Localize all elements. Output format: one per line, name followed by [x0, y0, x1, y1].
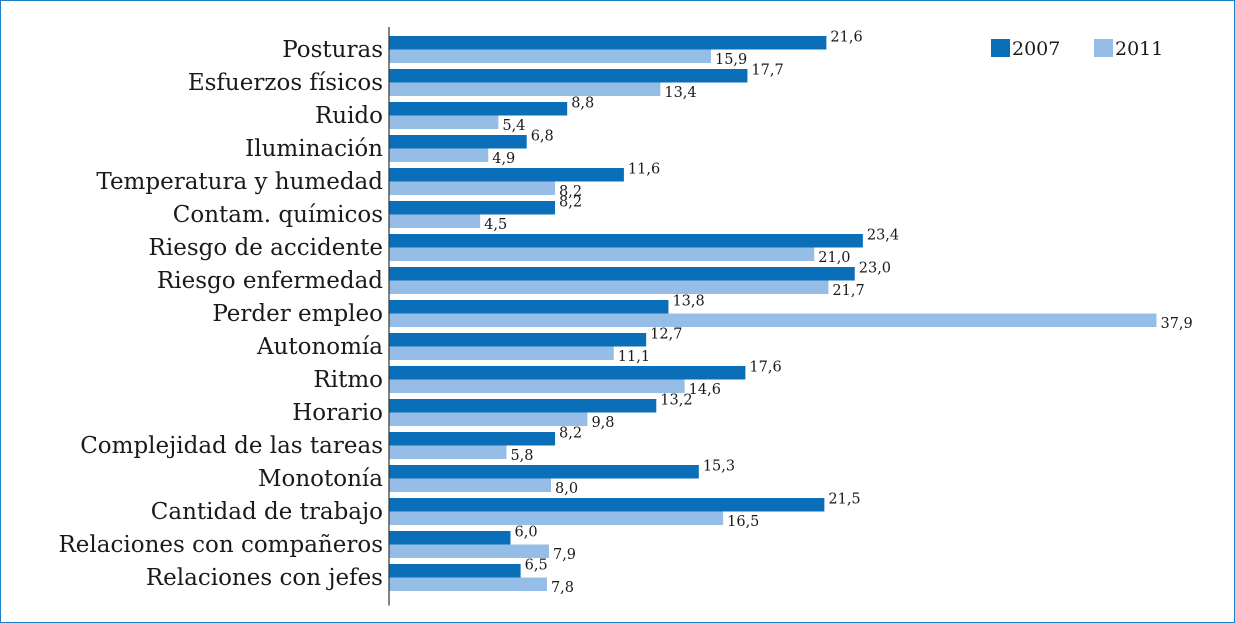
legend-swatch-2011 — [1094, 39, 1113, 57]
legend-swatch-2007 — [991, 39, 1010, 57]
value-label-2011-temperatura-y-humedad: 8,2 — [559, 184, 582, 200]
value-label-2007-monotonia: 15,3 — [703, 459, 735, 475]
bar-2007-relaciones-con-companeros — [389, 531, 511, 545]
value-label-2007-perder-empleo: 13,8 — [672, 294, 704, 310]
value-label-2007-ruido: 8,8 — [571, 96, 594, 112]
value-label-2007-autonomia: 12,7 — [650, 327, 682, 343]
value-label-2011-horario: 9,8 — [591, 415, 614, 431]
bar-2011-ruido — [389, 115, 499, 129]
value-label-2007-contam-quimicos: 8,2 — [559, 195, 582, 211]
legend-label-2007: 2007 — [1012, 38, 1060, 60]
bar-2007-temperatura-y-humedad — [389, 168, 624, 182]
category-label-riesgo-de-accidente: Riesgo de accidente — [149, 235, 383, 261]
value-label-2011-riesgo-de-accidente: 21,0 — [818, 250, 850, 266]
value-label-2007-ritmo: 17,6 — [749, 360, 781, 376]
bar-2007-complejidad-de-las-tareas — [389, 432, 556, 446]
bar-2011-horario — [389, 412, 588, 426]
bar-2007-esfuerzos-fisicos — [389, 69, 748, 83]
value-label-2011-autonomia: 11,1 — [618, 349, 650, 365]
legend-label-2011: 2011 — [1115, 38, 1163, 60]
value-label-2007-riesgo-enfermedad: 23,0 — [859, 261, 891, 277]
bar-2011-autonomia — [389, 346, 614, 360]
bar-2011-relaciones-con-jefes — [389, 577, 547, 591]
category-label-complejidad-de-las-tareas: Complejidad de las tareas — [80, 433, 383, 459]
bar-2011-riesgo-de-accidente — [389, 247, 815, 261]
bar-2007-relaciones-con-jefes — [389, 564, 521, 578]
category-label-perder-empleo: Perder empleo — [212, 301, 383, 327]
value-label-2007-cantidad-de-trabajo: 21,5 — [828, 492, 860, 508]
category-label-posturas: Posturas — [282, 37, 383, 63]
value-label-2011-relaciones-con-jefes: 7,8 — [551, 580, 574, 596]
value-label-2011-monotonia: 8,0 — [555, 481, 578, 497]
value-label-2011-posturas: 15,9 — [715, 52, 747, 68]
bar-2007-horario — [389, 399, 657, 413]
bar-2007-perder-empleo — [389, 300, 669, 314]
bar-2011-posturas — [389, 49, 711, 63]
bar-2011-riesgo-enfermedad — [389, 280, 829, 294]
value-label-2007-relaciones-con-jefes: 6,5 — [525, 558, 548, 574]
bar-2007-riesgo-de-accidente — [389, 234, 863, 248]
bar-2011-monotonia — [389, 478, 551, 492]
bar-2011-esfuerzos-fisicos — [389, 82, 661, 96]
category-label-esfuerzos-fisicos: Esfuerzos físicos — [188, 70, 383, 96]
bar-2007-contam-quimicos — [389, 201, 556, 215]
value-label-2011-contam-quimicos: 4,5 — [484, 217, 507, 233]
value-label-2007-esfuerzos-fisicos: 17,7 — [751, 63, 783, 79]
value-label-2011-iluminacion: 4,9 — [492, 151, 515, 167]
category-label-iluminacion: Iluminación — [245, 136, 383, 162]
value-label-2011-relaciones-con-companeros: 7,9 — [553, 547, 576, 563]
bar-2007-ritmo — [389, 366, 746, 380]
bar-2007-cantidad-de-trabajo — [389, 498, 825, 512]
category-label-relaciones-con-companeros: Relaciones con compañeros — [58, 532, 383, 558]
value-label-2007-posturas: 21,6 — [830, 30, 862, 46]
category-label-ruido: Ruido — [315, 103, 383, 129]
bar-2011-contam-quimicos — [389, 214, 481, 228]
value-label-2011-perder-empleo: 37,9 — [1160, 316, 1192, 332]
value-label-2011-ruido: 5,4 — [502, 118, 525, 134]
bar-2011-iluminacion — [389, 148, 489, 162]
category-label-relaciones-con-jefes: Relaciones con jefes — [146, 565, 383, 591]
category-label-contam-quimicos: Contam. químicos — [173, 202, 383, 228]
category-label-monotonia: Monotonía — [258, 466, 383, 492]
value-label-2011-cantidad-de-trabajo: 16,5 — [727, 514, 759, 530]
category-label-autonomia: Autonomía — [256, 334, 383, 360]
category-label-ritmo: Ritmo — [313, 367, 383, 393]
bar-2011-ritmo — [389, 379, 685, 393]
category-label-cantidad-de-trabajo: Cantidad de trabajo — [151, 499, 383, 525]
value-label-2011-riesgo-enfermedad: 21,7 — [832, 283, 864, 299]
bar-2011-perder-empleo — [389, 313, 1157, 327]
value-label-2007-relaciones-con-companeros: 6,0 — [515, 525, 538, 541]
value-label-2007-temperatura-y-humedad: 11,6 — [628, 162, 660, 178]
category-label-temperatura-y-humedad: Temperatura y humedad — [96, 169, 383, 195]
bar-2011-temperatura-y-humedad — [389, 181, 556, 195]
category-label-horario: Horario — [292, 400, 383, 426]
bar-2007-riesgo-enfermedad — [389, 267, 855, 281]
value-label-2011-complejidad-de-las-tareas: 5,8 — [510, 448, 533, 464]
bar-2011-relaciones-con-companeros — [389, 544, 549, 558]
category-label-riesgo-enfermedad: Riesgo enfermedad — [157, 268, 383, 294]
bar-2011-cantidad-de-trabajo — [389, 511, 724, 525]
bar-2007-iluminacion — [389, 135, 527, 149]
bar-2011-complejidad-de-las-tareas — [389, 445, 507, 459]
value-label-2007-riesgo-de-accidente: 23,4 — [867, 228, 899, 244]
value-label-2011-esfuerzos-fisicos: 13,4 — [664, 85, 696, 101]
bar-2007-posturas — [389, 36, 827, 50]
value-label-2007-iluminacion: 6,8 — [531, 129, 554, 145]
value-label-2007-complejidad-de-las-tareas: 8,2 — [559, 426, 582, 442]
bar-2007-monotonia — [389, 465, 699, 479]
value-label-2007-horario: 13,2 — [660, 393, 692, 409]
value-label-2011-ritmo: 14,6 — [689, 382, 721, 398]
bar-2007-ruido — [389, 102, 568, 116]
bar-2007-autonomia — [389, 333, 647, 347]
